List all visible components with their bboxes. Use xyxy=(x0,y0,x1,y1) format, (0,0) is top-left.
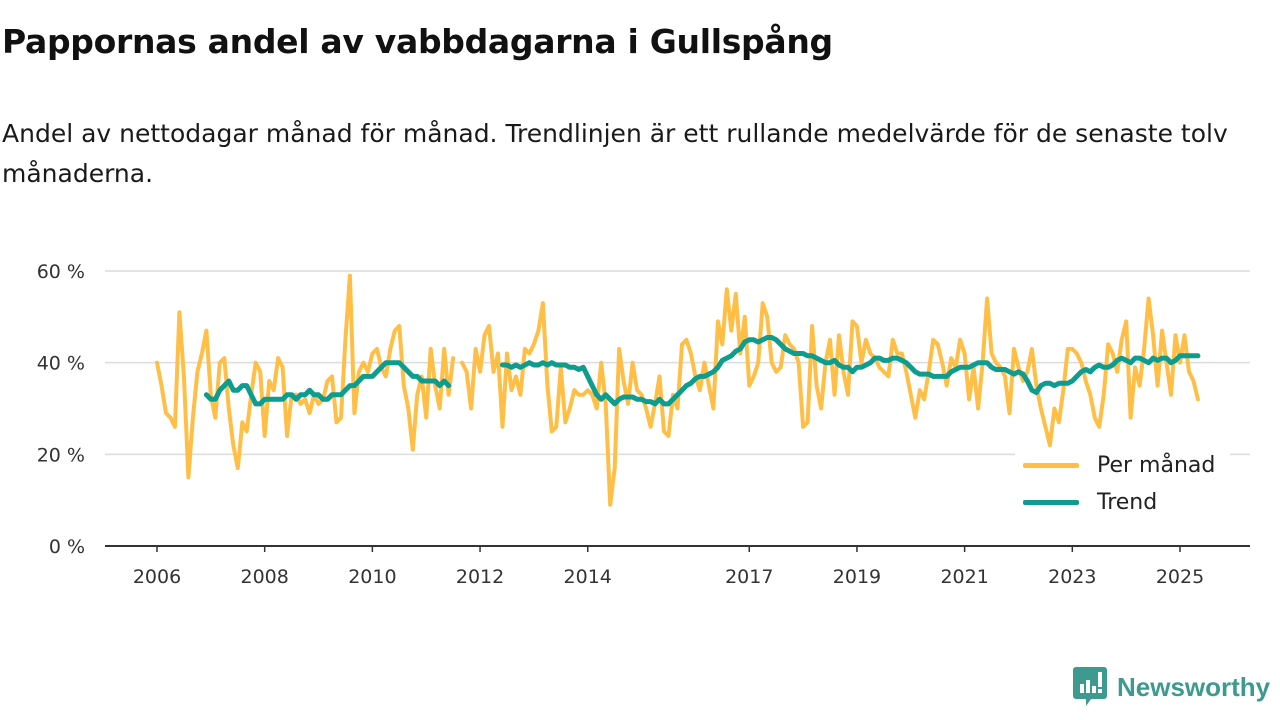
y-tick-label: 20 % xyxy=(37,444,85,466)
newsworthy-logo[interactable]: Newsworthy xyxy=(1073,667,1270,707)
legend-item-monthly: Per månad xyxy=(1023,450,1215,480)
x-tick-label: 2014 xyxy=(564,566,612,588)
series-line-trend xyxy=(203,335,1201,407)
legend-item-trend: Trend xyxy=(1023,487,1157,517)
x-tick-label: 2006 xyxy=(133,566,181,588)
x-tick-label: 2023 xyxy=(1048,566,1096,588)
legend-label-monthly: Per månad xyxy=(1097,452,1216,478)
x-tick-label: 2008 xyxy=(241,566,289,588)
x-tick-label: 2012 xyxy=(456,566,504,588)
y-tick-label: 0 % xyxy=(49,536,85,558)
x-tick-label: 2025 xyxy=(1156,566,1204,588)
legend-label-trend: Trend xyxy=(1097,489,1158,515)
y-tick-label: 60 % xyxy=(37,261,85,283)
y-tick-label: 40 % xyxy=(37,353,85,375)
newsworthy-logo-icon xyxy=(1073,667,1107,706)
brand-name: Newsworthy xyxy=(1117,671,1271,702)
series-line-monthly xyxy=(155,273,1200,507)
chart-title: Pappornas andel av vabbdagarna i Gullspå… xyxy=(2,22,833,61)
x-tick-label: 2010 xyxy=(348,566,396,588)
x-tick-label: 2017 xyxy=(725,566,773,588)
chart-subtitle: Andel av nettodagar månad för månad. Tre… xyxy=(2,119,1228,188)
legend-swatch-monthly xyxy=(1023,462,1079,468)
x-tick-label: 2021 xyxy=(940,566,988,588)
x-tick-label: 2019 xyxy=(833,566,881,588)
legend-swatch-trend xyxy=(1023,499,1079,505)
legend: Per månad Trend xyxy=(1015,448,1230,520)
